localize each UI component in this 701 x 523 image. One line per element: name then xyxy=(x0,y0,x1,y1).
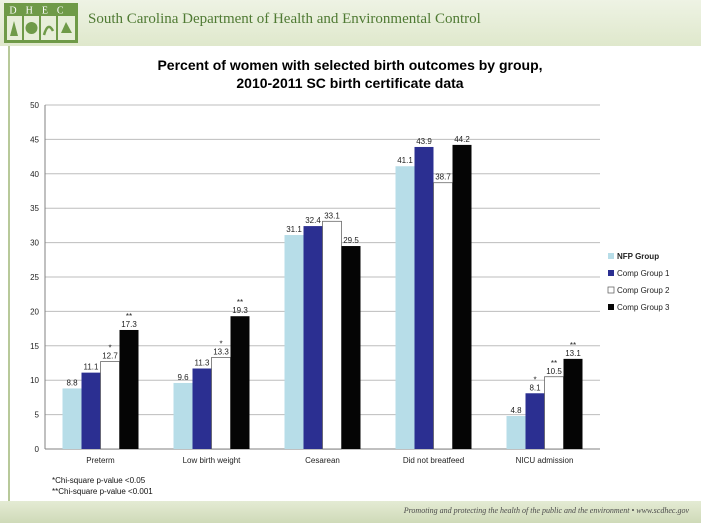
data-label: 12.7 xyxy=(102,352,118,361)
bar xyxy=(433,182,453,450)
bar xyxy=(100,361,120,450)
data-label: 29.5 xyxy=(343,236,359,245)
data-label: 13.1 xyxy=(565,349,581,358)
y-tick-label: 40 xyxy=(30,170,39,179)
y-tick-label: 25 xyxy=(30,273,39,282)
x-tick-label: NICU admission xyxy=(516,456,574,465)
chart-title-line2: 2010-2011 SC birth certificate data xyxy=(236,75,463,91)
bar xyxy=(525,393,545,449)
data-label: 17.3 xyxy=(121,320,137,329)
significance-mark: ** xyxy=(237,298,243,307)
y-tick-label: 45 xyxy=(30,135,39,144)
data-label: 4.8 xyxy=(510,406,522,415)
data-label: 8.1 xyxy=(529,383,541,392)
y-tick-label: 30 xyxy=(30,239,39,248)
y-tick-label: 5 xyxy=(35,411,40,420)
legend-label: Comp Group 2 xyxy=(617,286,670,295)
legend-swatch xyxy=(608,253,614,259)
dhec-logo-icon: DHEC xyxy=(4,3,78,43)
legend: NFP Group Comp Group 1 Comp Group 2 Comp Gr… xyxy=(607,252,670,312)
data-label: 31.1 xyxy=(286,225,302,234)
significance-mark: ** xyxy=(551,359,557,368)
significance-mark: ** xyxy=(570,341,576,350)
bar xyxy=(303,226,323,449)
data-label: 10.5 xyxy=(546,367,562,376)
data-label: 13.3 xyxy=(213,347,229,356)
plot-area: 051015202530354045508.811.112.7*17.3**Pr… xyxy=(30,101,600,465)
legend-label: Comp Group 3 xyxy=(617,303,670,312)
x-tick-label: Preterm xyxy=(86,456,115,465)
footer-banner: Promoting and protecting the health of t… xyxy=(0,501,701,523)
bar xyxy=(544,376,564,450)
chart-title-line1: Percent of women with selected birth out… xyxy=(157,57,542,73)
data-label: 11.1 xyxy=(84,363,100,372)
org-name: South Carolina Department of Health and … xyxy=(88,11,481,27)
significance-mark: * xyxy=(219,339,222,348)
bar xyxy=(563,358,583,449)
x-tick-label: Did not breatfeed xyxy=(403,456,464,465)
bar xyxy=(62,388,82,449)
y-tick-label: 50 xyxy=(30,101,39,110)
header-banner: DHEC South Carolina Department of Health… xyxy=(0,0,701,46)
footnote-significance-1: *Chi-square p-value <0.05 xyxy=(52,476,146,485)
bar xyxy=(173,382,193,449)
bar xyxy=(395,166,415,449)
bar xyxy=(284,235,304,449)
bar xyxy=(506,415,526,449)
left-rule xyxy=(8,46,10,501)
significance-mark: ** xyxy=(126,312,132,321)
data-label: 38.7 xyxy=(435,173,451,182)
data-label: 9.6 xyxy=(177,373,189,382)
data-label: 44.2 xyxy=(454,135,470,144)
data-label: 11.3 xyxy=(195,359,211,368)
bar xyxy=(322,220,342,450)
legend-swatch xyxy=(608,270,614,276)
bar xyxy=(341,246,361,449)
data-label: 19.3 xyxy=(232,306,248,315)
footer-tagline: Promoting and protecting the health of t… xyxy=(403,506,689,515)
y-tick-label: 35 xyxy=(30,204,39,213)
bar xyxy=(192,368,212,449)
bar xyxy=(211,357,231,450)
data-label: 32.4 xyxy=(305,216,321,225)
legend-swatch xyxy=(608,304,614,310)
data-label: 8.8 xyxy=(66,378,78,387)
y-tick-label: 20 xyxy=(30,307,39,316)
data-label: 33.1 xyxy=(324,211,340,220)
data-label: 43.9 xyxy=(416,137,432,146)
legend-swatch xyxy=(607,286,615,294)
bar xyxy=(230,316,250,449)
y-tick-label: 0 xyxy=(35,445,40,454)
legend-label: Comp Group 1 xyxy=(617,269,670,278)
bar-chart: Percent of women with selected birth out… xyxy=(30,57,670,465)
x-tick-label: Low birth weight xyxy=(183,456,242,465)
legend-label: NFP Group xyxy=(617,252,659,261)
bar xyxy=(119,329,139,449)
bar xyxy=(414,146,434,449)
significance-mark: * xyxy=(108,344,111,353)
y-tick-label: 10 xyxy=(30,376,39,385)
y-tick-label: 15 xyxy=(30,342,39,351)
logo-text: DHEC xyxy=(9,6,72,17)
bar xyxy=(81,372,101,449)
bar xyxy=(452,144,472,450)
data-label: 41.1 xyxy=(397,156,413,165)
significance-mark: * xyxy=(533,375,536,384)
footnote-significance-2: **Chi-square p-value <0.001 xyxy=(52,487,153,496)
x-tick-label: Cesarean xyxy=(305,456,340,465)
